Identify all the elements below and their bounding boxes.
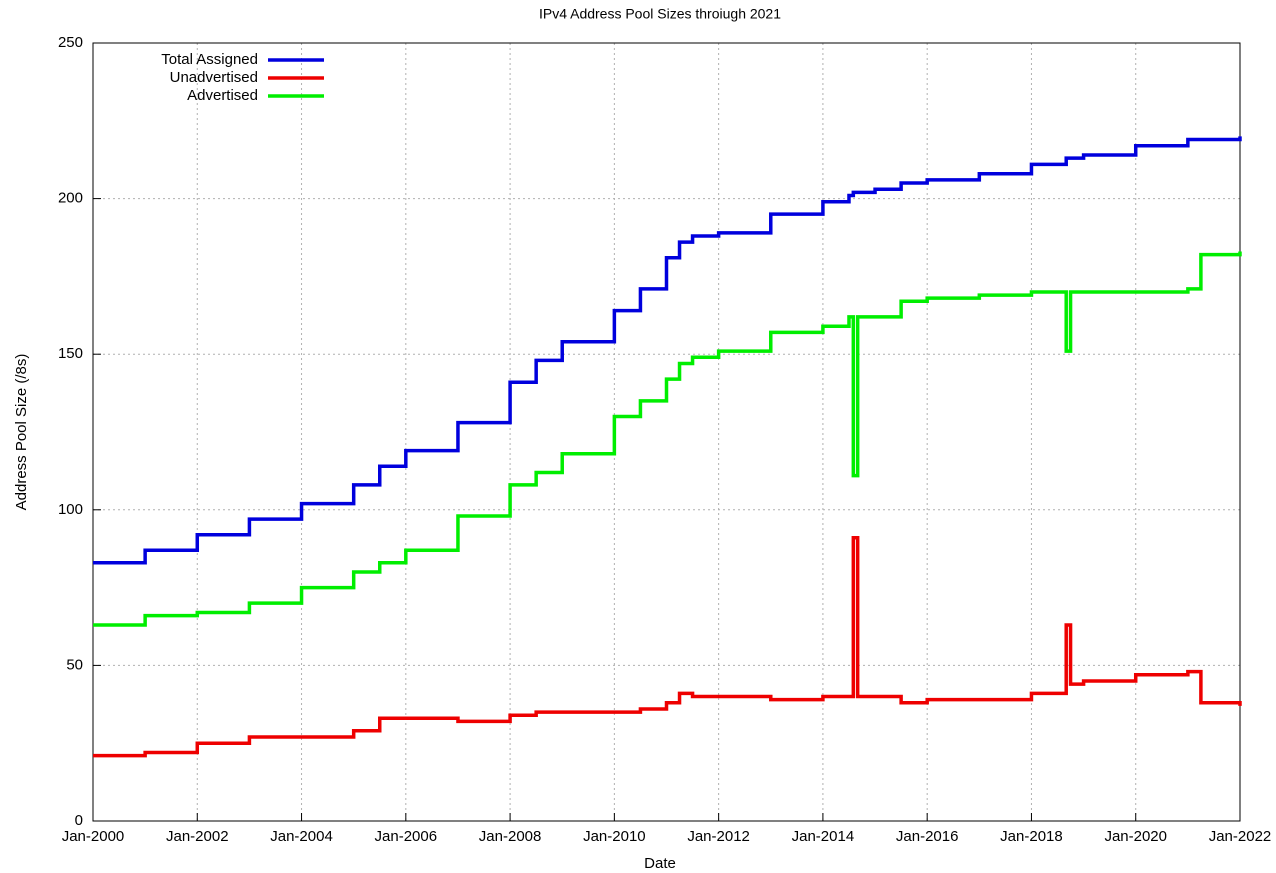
x-tick-label: Jan-2010 [583, 828, 646, 845]
x-tick-label: Jan-2000 [62, 828, 125, 845]
y-tick-label: 250 [58, 34, 83, 51]
x-tick-label: Jan-2020 [1104, 828, 1167, 845]
y-tick-label: 150 [58, 345, 83, 362]
y-tick-label: 50 [66, 656, 83, 673]
x-tick-label: Jan-2008 [479, 828, 542, 845]
legend-label: Total Assigned [161, 51, 258, 68]
x-tick-label: Jan-2022 [1209, 828, 1272, 845]
data-line [93, 251, 1242, 627]
plot-frame [92, 42, 1241, 822]
data-line [93, 136, 1242, 565]
y-tick-label: 0 [75, 812, 83, 829]
data-line [93, 536, 1242, 758]
x-tick-label: Jan-2016 [896, 828, 959, 845]
x-tick-label: Jan-2006 [375, 828, 438, 845]
x-tick-label: Jan-2018 [1000, 828, 1063, 845]
chart-title: IPv4 Address Pool Sizes throiugh 2021 [539, 6, 781, 22]
y-axis-label: Address Pool Size (/8s) [13, 354, 30, 511]
x-tick-label: Jan-2012 [687, 828, 750, 845]
y-tick-label: 200 [58, 190, 83, 207]
y-tick-label: 100 [58, 501, 83, 518]
x-axis-label: Date [644, 855, 676, 872]
legend-label: Unadvertised [170, 69, 258, 86]
x-tick-label: Jan-2014 [792, 828, 855, 845]
x-tick-label: Jan-2004 [270, 828, 333, 845]
x-tick-label: Jan-2002 [166, 828, 229, 845]
legend-label: Advertised [187, 87, 258, 104]
